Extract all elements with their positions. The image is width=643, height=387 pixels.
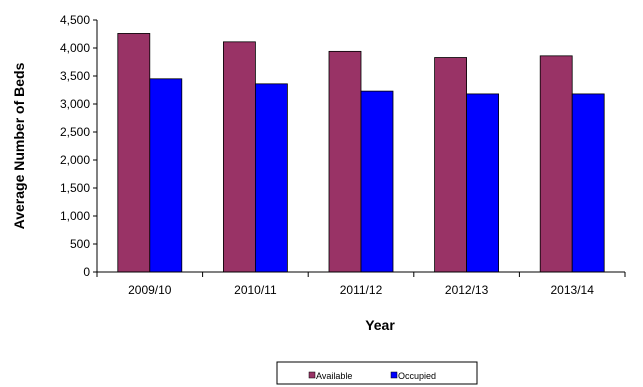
y-tick-label: 500: [70, 237, 90, 251]
y-tick-label: 1,000: [60, 209, 90, 223]
bar-available-2012-13: [434, 57, 468, 273]
bar-available-2013-14: [539, 55, 573, 273]
legend-swatch-available: [308, 371, 316, 379]
bar-occupied-2009-10: [149, 78, 183, 273]
x-tick-label: 2013/14: [551, 283, 595, 297]
legend: Available Occupied: [276, 361, 478, 385]
bar-occupied-2010-11: [254, 83, 288, 273]
legend-swatch-occupied: [390, 371, 398, 379]
bar-occupied-2012-13: [466, 93, 500, 273]
y-tick-label: 0: [83, 265, 90, 279]
y-tick-label: 4,500: [60, 13, 90, 27]
legend-label-occupied: Occupied: [398, 371, 436, 381]
y-tick-label: 1,500: [60, 181, 90, 195]
legend-label-available: Available: [316, 371, 352, 381]
y-tick-label: 4,000: [60, 41, 90, 55]
legend-box: [276, 361, 478, 385]
bar-available-2009-10: [117, 33, 151, 273]
y-tick-label: 3,000: [60, 97, 90, 111]
x-axis: 2009/10 2010/11 2011/12 2012/13 2013/14: [96, 271, 626, 297]
bar-occupied-2011-12: [360, 90, 394, 273]
bar-occupied-2013-14: [571, 93, 605, 273]
y-tick-label: 2,000: [60, 153, 90, 167]
y-tick-label: 2,500: [60, 125, 90, 139]
bars-layer: [117, 33, 605, 273]
bar-available-2010-11: [222, 41, 256, 273]
x-tick-label: 2010/11: [234, 283, 277, 297]
y-tick-label: 3,500: [60, 69, 90, 83]
x-tick-label: 2012/13: [445, 283, 489, 297]
y-axis-title: Average Number of Beds: [11, 62, 27, 229]
y-axis: 0 500 1,000 1,500 2,000 2,500 3,000 3,500 4,000 4…: [60, 13, 98, 279]
bar-available-2011-12: [328, 50, 362, 273]
x-tick-label: 2011/12: [340, 283, 383, 297]
x-axis-title: Year: [365, 317, 395, 333]
x-tick-label: 2009/10: [128, 283, 172, 297]
